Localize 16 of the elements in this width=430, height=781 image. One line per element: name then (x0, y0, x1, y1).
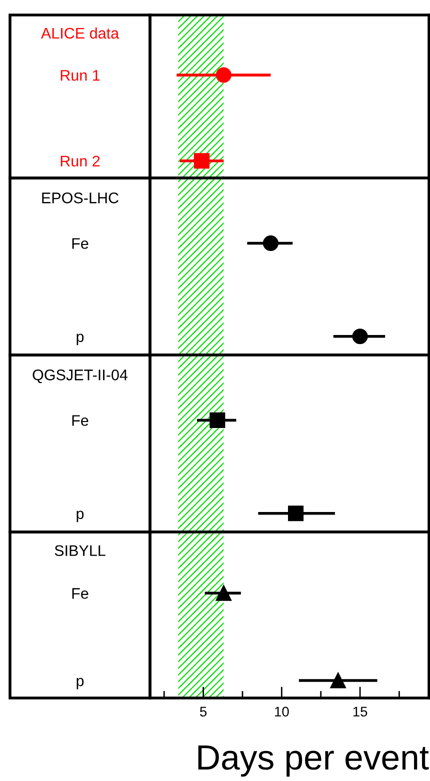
text: QGSJET-II-04 (32, 370, 128, 384)
y-tick-label: Fe (72, 238, 88, 249)
y-tick-label: p (76, 510, 84, 522)
y-tick-label: p (76, 334, 84, 346)
text: EPOS-LHC (42, 192, 118, 204)
x-tick-label: 5 (200, 706, 207, 717)
y-tick-label: Run 2 (60, 156, 100, 167)
text: SIBYLL (54, 545, 106, 556)
y-tick-label: Fe (72, 415, 88, 426)
x-axis-title: Days per event (198, 746, 429, 777)
y-tick-label: p (76, 678, 84, 690)
y-tick-label: Run 1 (60, 70, 100, 81)
y-tick-label: Fe (72, 588, 88, 599)
text: ALICE data (40, 27, 120, 39)
x-tick-label: 10 (275, 706, 289, 717)
x-tick-label: 15 (353, 706, 368, 717)
